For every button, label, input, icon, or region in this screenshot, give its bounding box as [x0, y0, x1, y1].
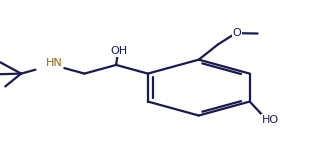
Text: HN: HN	[46, 58, 63, 68]
Text: HO: HO	[262, 115, 279, 125]
Text: OH: OH	[111, 46, 128, 56]
Text: O: O	[232, 28, 241, 38]
